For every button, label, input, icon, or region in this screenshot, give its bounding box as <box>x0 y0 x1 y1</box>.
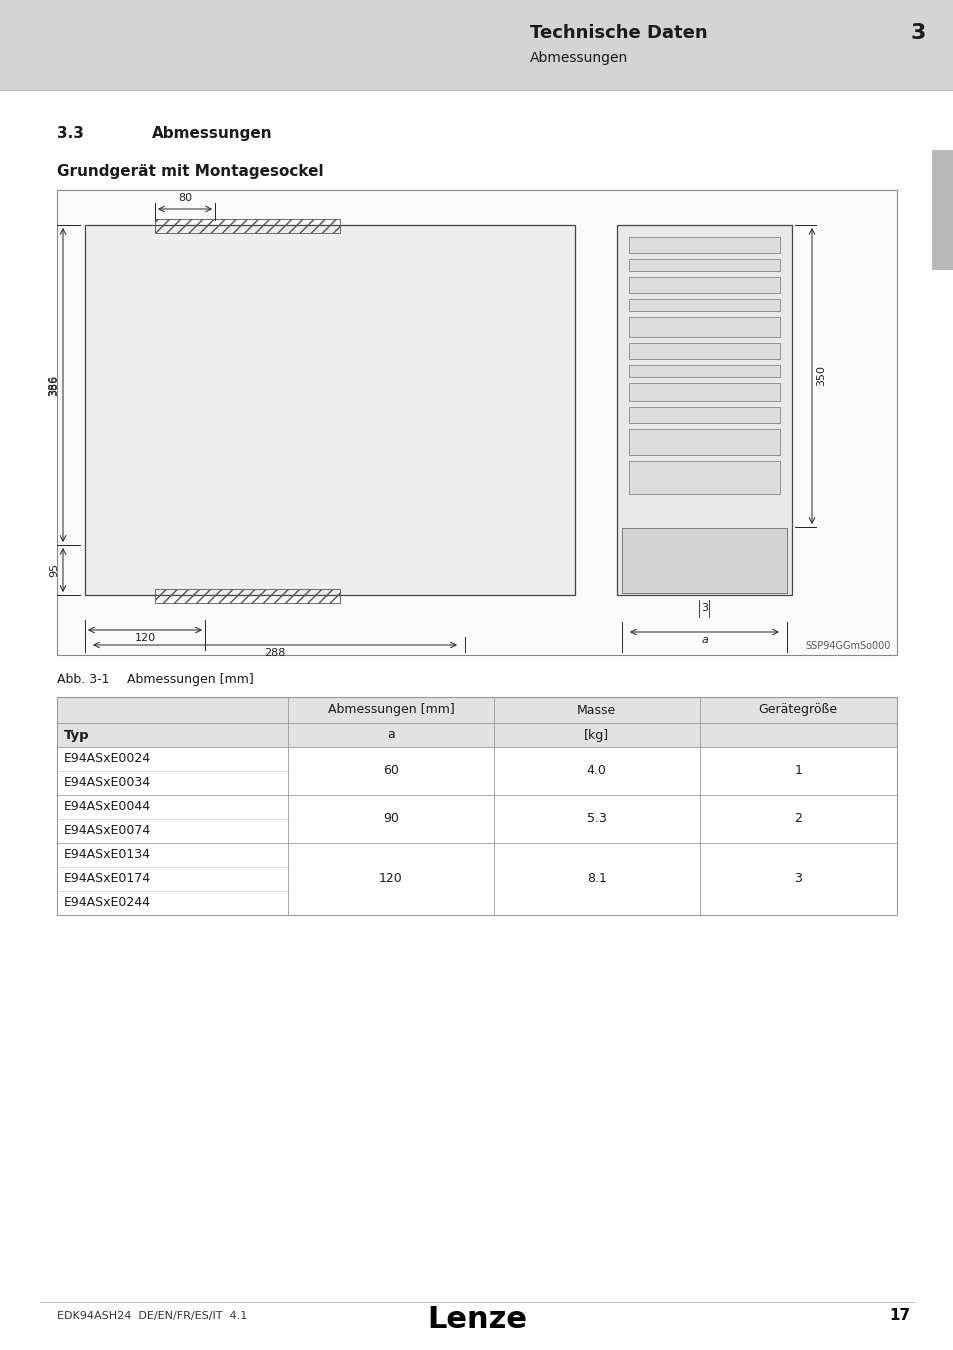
Text: 90: 90 <box>382 813 398 825</box>
Bar <box>628 429 780 455</box>
Text: Abmessungen [mm]: Abmessungen [mm] <box>327 703 454 717</box>
Bar <box>57 697 896 915</box>
Text: 2: 2 <box>794 813 801 825</box>
Bar <box>628 238 780 252</box>
Bar <box>617 225 791 595</box>
Bar <box>628 298 780 311</box>
Text: Abmessungen: Abmessungen <box>152 126 273 140</box>
Text: a: a <box>387 729 395 741</box>
Text: Typ: Typ <box>64 729 90 741</box>
Text: Masse: Masse <box>577 703 616 717</box>
Bar <box>57 747 896 795</box>
Text: E94ASxE0134: E94ASxE0134 <box>64 849 151 861</box>
Text: 5.3: 5.3 <box>586 813 606 825</box>
Bar <box>628 364 780 377</box>
Text: E94ASxE0244: E94ASxE0244 <box>64 896 151 910</box>
Text: 4.0: 4.0 <box>586 764 606 778</box>
Text: E94ASxE0034: E94ASxE0034 <box>64 776 151 790</box>
Text: SSP94GGmSo000: SSP94GGmSo000 <box>804 641 890 651</box>
Bar <box>628 460 780 494</box>
Text: 120: 120 <box>134 633 155 643</box>
Text: 3: 3 <box>700 603 707 613</box>
Text: Grundgerät mit Montagesockel: Grundgerät mit Montagesockel <box>57 163 323 180</box>
Text: 3: 3 <box>909 23 924 43</box>
Text: 3: 3 <box>794 872 801 886</box>
Text: 120: 120 <box>378 872 402 886</box>
Text: Abb. 3-1: Abb. 3-1 <box>57 674 110 686</box>
Bar <box>628 343 780 359</box>
Text: Abmessungen [mm]: Abmessungen [mm] <box>127 674 253 686</box>
Text: 60: 60 <box>382 764 398 778</box>
Text: 80: 80 <box>178 193 192 202</box>
Bar <box>57 190 896 655</box>
Bar <box>154 589 339 603</box>
Text: [kg]: [kg] <box>583 729 609 741</box>
Bar <box>628 277 780 293</box>
Bar <box>628 383 780 401</box>
Bar <box>628 259 780 271</box>
Text: Gerätegröße: Gerätegröße <box>758 703 837 717</box>
Text: E94ASxE0044: E94ASxE0044 <box>64 801 151 814</box>
Text: EDK94ASH24  DE/EN/FR/ES/IT  4.1: EDK94ASH24 DE/EN/FR/ES/IT 4.1 <box>57 1311 247 1322</box>
Text: 386: 386 <box>48 374 58 396</box>
Bar <box>621 528 786 593</box>
Text: E94ASxE0024: E94ASxE0024 <box>64 752 151 765</box>
Text: E94ASxE0174: E94ASxE0174 <box>64 872 151 886</box>
Bar <box>57 842 896 915</box>
Text: a: a <box>700 634 707 645</box>
Bar <box>57 724 896 747</box>
Text: 386: 386 <box>49 374 59 396</box>
Bar <box>0 0 953 90</box>
Text: 17: 17 <box>888 1308 909 1323</box>
Bar <box>931 150 953 270</box>
Text: 1: 1 <box>794 764 801 778</box>
Text: Lenze: Lenze <box>427 1305 526 1335</box>
Bar <box>57 795 896 842</box>
Text: E94ASxE0074: E94ASxE0074 <box>64 825 152 837</box>
Bar <box>57 697 896 724</box>
Text: Technische Daten: Technische Daten <box>530 24 707 42</box>
Bar <box>628 317 780 338</box>
Text: 350: 350 <box>815 366 825 386</box>
Text: 8.1: 8.1 <box>586 872 606 886</box>
Text: 288: 288 <box>264 648 285 657</box>
Text: Abmessungen: Abmessungen <box>530 51 628 65</box>
Text: 95: 95 <box>49 563 59 576</box>
Bar <box>628 406 780 423</box>
Text: 3.3: 3.3 <box>57 126 84 140</box>
Bar <box>154 219 339 234</box>
Bar <box>85 225 575 595</box>
